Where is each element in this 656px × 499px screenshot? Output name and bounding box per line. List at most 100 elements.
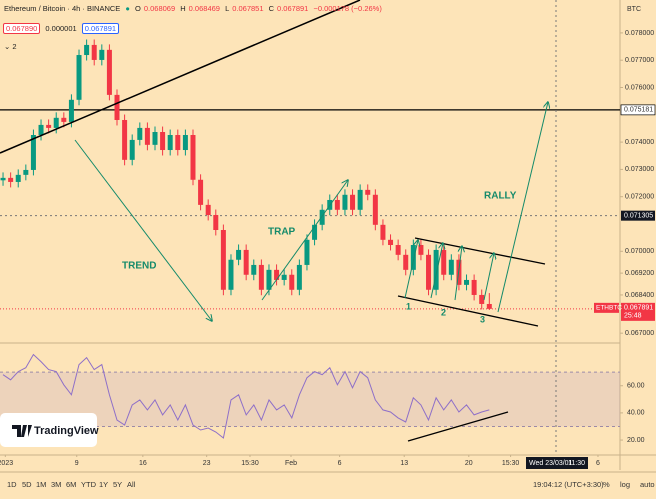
wave-arrow — [430, 243, 443, 299]
ohlc-label: L — [225, 4, 230, 13]
candle-body — [350, 194, 356, 210]
channel-bottom — [397, 295, 539, 327]
candle-body — [388, 239, 394, 246]
logo-box — [0, 413, 97, 447]
candle-body — [182, 135, 188, 151]
x-tick-label: 23 — [203, 460, 211, 467]
annotation: 1 — [406, 301, 411, 311]
candle-body — [395, 245, 401, 255]
candle-body — [8, 177, 14, 182]
ohlc-value: 0.068469 — [188, 4, 220, 13]
level-label-box — [620, 104, 656, 116]
range-button[interactable]: 1Y — [99, 480, 109, 489]
x-tick-label: 13 — [400, 460, 408, 467]
range-button[interactable]: 3M — [51, 480, 62, 489]
candle-body — [441, 249, 447, 275]
candle-body — [114, 94, 120, 120]
x-tick-label: 6 — [596, 460, 600, 467]
rsi-trend-line — [407, 411, 509, 442]
quote-row: 0.067890 0.000001 0.067891 — [3, 23, 122, 34]
candle-body — [258, 264, 264, 290]
candle-body — [342, 194, 348, 210]
candle-body — [190, 135, 196, 180]
candle-body — [84, 44, 90, 56]
scale-option[interactable]: % — [603, 480, 610, 489]
range-button[interactable]: 6M — [66, 480, 77, 489]
candle-body — [365, 189, 371, 195]
crosshair-date-box — [526, 457, 588, 469]
indicators-count: 2 — [12, 42, 17, 51]
candle-body — [357, 189, 363, 210]
candle-body — [274, 269, 280, 280]
candle-body — [410, 245, 416, 270]
y-tick-label: 0.072000 — [625, 194, 654, 201]
candle-body — [167, 135, 173, 151]
candle-body — [243, 249, 249, 275]
wave-arrow — [483, 253, 494, 301]
ohlc-value: 0.068069 — [143, 4, 176, 13]
currency: BTC — [627, 6, 641, 13]
candle-body — [236, 249, 242, 260]
range-button[interactable]: 1M — [36, 480, 47, 489]
rally-arrow — [497, 102, 548, 313]
candle-body — [334, 199, 340, 210]
range-button[interactable]: All — [127, 480, 136, 489]
candle-body — [205, 204, 211, 215]
annotation: 2 — [441, 307, 446, 317]
candle-body — [99, 49, 105, 60]
range-button[interactable]: YTD — [81, 480, 96, 489]
range-button[interactable]: 5Y — [113, 480, 123, 489]
y-tick-label: 0.078000 — [625, 30, 654, 37]
candle-body — [0, 177, 6, 181]
x-tick-label: 15:30 — [502, 460, 520, 467]
candle-body — [266, 269, 272, 290]
crosshair-time: 11:30 — [568, 460, 585, 467]
logo-text: TradingView — [34, 425, 99, 437]
candle-body — [15, 174, 21, 182]
change: −0.000178 (−0.26%) — [313, 4, 382, 13]
y-tick-label: 0.077000 — [625, 57, 654, 64]
candle-body — [281, 274, 287, 280]
last-price: 0.067891 — [624, 305, 653, 312]
ohlc-label: O — [135, 4, 141, 13]
candle-body — [312, 224, 318, 240]
candle-body — [122, 119, 128, 160]
rsi-tick-label: 20.00 — [627, 437, 645, 444]
candle-body — [319, 209, 325, 225]
candle-body — [418, 245, 424, 255]
symbol-label: ETHBTC — [596, 305, 622, 312]
candle-body — [198, 179, 204, 205]
ask[interactable]: 0.067891 — [81, 23, 120, 34]
candle-body — [46, 124, 52, 128]
annotation: TREND — [122, 261, 156, 272]
candle-body — [38, 124, 44, 136]
candle-body — [68, 99, 74, 122]
bid[interactable]: 0.067890 — [3, 23, 41, 34]
y-tick-label: 0.069200 — [625, 270, 654, 277]
last-price-box — [621, 302, 655, 321]
indicators-toggle[interactable]: ⌄ 2 — [4, 42, 17, 51]
range-button[interactable]: 1D — [7, 480, 17, 489]
clock[interactable]: 19:04:12 (UTC+3:30) — [533, 480, 604, 489]
range-button[interactable]: 5D — [22, 480, 32, 489]
candle-body — [289, 274, 295, 290]
candle-body — [144, 127, 150, 145]
y-tick-label: 0.070000 — [625, 248, 654, 255]
scale-option[interactable]: log — [620, 480, 631, 489]
trap-arrow — [261, 180, 348, 301]
y-tick-label: 0.068400 — [625, 292, 654, 299]
candle-body — [129, 139, 135, 160]
candle-body — [152, 132, 158, 145]
scale-option[interactable]: auto — [640, 480, 655, 489]
trend-line — [0, 0, 361, 154]
level-label: 0.075181 — [624, 107, 653, 114]
rsi-tick-label: 60.00 — [627, 383, 645, 390]
x-tick-label: Feb — [285, 460, 297, 467]
candle-body — [76, 55, 82, 100]
crosshair-price: 0.071305 — [624, 213, 653, 220]
candle-body — [296, 264, 302, 290]
y-tick-label: 0.074000 — [625, 139, 654, 146]
countdown: 25:48 — [624, 313, 642, 320]
crosshair-date: Wed 23/03/01 — [529, 460, 573, 467]
